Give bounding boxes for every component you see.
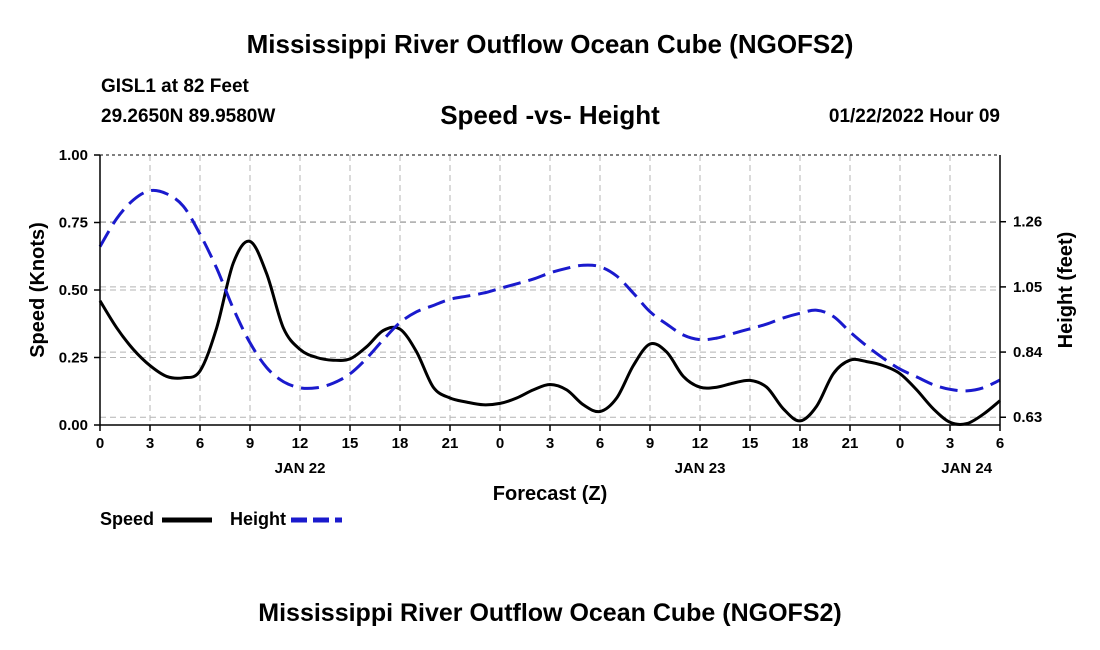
x-tick-label: 3: [946, 435, 954, 452]
chart-title: Speed -vs- Height: [440, 100, 660, 130]
grid: [100, 155, 1000, 425]
x-tick-label: 9: [246, 435, 254, 452]
x-tick-label: 0: [496, 435, 504, 452]
x-tick-label: 3: [146, 435, 154, 452]
station-name: GISL1 at 82 Feet: [101, 76, 249, 97]
forecast-datetime: 01/22/2022 Hour 09: [828, 106, 1000, 127]
y2-axis-title: Height (feet): [1055, 232, 1077, 349]
legend: Speed Height: [100, 509, 342, 529]
y2-tick-label: 1.05: [1013, 279, 1042, 296]
legend-label-speed: Speed: [100, 509, 154, 529]
y-tick-label: 0.50: [59, 282, 88, 299]
x-tick-label: 6: [596, 435, 604, 452]
x-tick-label: 6: [196, 435, 204, 452]
y-axis-title: Speed (Knots): [27, 222, 49, 358]
x-tick-label: 0: [96, 435, 104, 452]
x-tick-label: 3: [546, 435, 554, 452]
x-tick-label: 21: [842, 435, 859, 452]
x-tick-label: 18: [792, 435, 809, 452]
legend-label-height: Height: [230, 509, 286, 529]
x-tick-label: 9: [646, 435, 654, 452]
y2-tick-label: 0.63: [1013, 409, 1042, 426]
y2-tick-label: 0.84: [1013, 344, 1043, 361]
day-label: JAN 23: [675, 460, 726, 477]
x-tick-label: 15: [342, 435, 359, 452]
x-tick-label: 6: [996, 435, 1004, 452]
page-title: Mississippi River Outflow Ocean Cube (NG…: [246, 29, 854, 59]
y-tick-label: 1.00: [59, 147, 88, 164]
x-tick-label: 12: [292, 435, 309, 452]
series: [98, 188, 1001, 426]
day-label: JAN 22: [275, 460, 326, 477]
x-tick-label: 0: [896, 435, 904, 452]
height-series-line: [98, 188, 1001, 393]
x-tick-label: 21: [442, 435, 459, 452]
x-axis-title: Forecast (Z): [493, 483, 607, 505]
y2-tick-label: 1.26: [1013, 214, 1042, 231]
y-tick-label: 0.75: [59, 215, 88, 232]
x-tick-label: 12: [692, 435, 709, 452]
x-tick-label: 18: [392, 435, 409, 452]
axis-labels: 0 3 6 9 12 15 18 21 0 3 6 9 12 15 18 21 0 3 6 JAN 22 JAN 23 J…: [27, 147, 1077, 505]
footer-title: Mississippi River Outflow Ocean Cube (NG…: [258, 599, 842, 627]
plot-frame: [94, 154, 1006, 431]
day-label: JAN 24: [941, 460, 993, 477]
y-tick-label: 0.00: [59, 417, 88, 434]
x-tick-label: 15: [742, 435, 759, 452]
y-tick-label: 0.25: [59, 350, 88, 367]
speed-series-line: [98, 239, 1001, 426]
station-coordinates: 29.2650N 89.9580W: [101, 106, 276, 127]
